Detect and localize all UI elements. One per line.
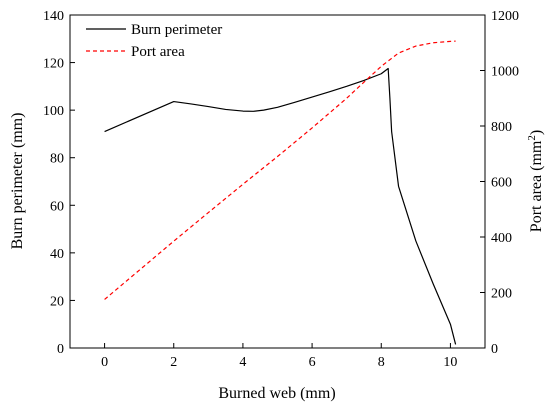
left-y-tick-label: 0 [57, 342, 64, 357]
series-line-port-area [104, 40, 456, 300]
right-y-axis-ticks: 0 200 400 600 800 1000 1200 [480, 9, 519, 357]
x-tick-label: 4 [239, 355, 246, 370]
left-y-tick-label: 120 [43, 57, 64, 72]
x-tick-label: 8 [378, 355, 385, 370]
left-y-axis-ticks: 0 20 40 60 80 100 120 140 [43, 9, 75, 357]
x-tick-label: 0 [101, 355, 108, 370]
right-y-axis-title-main: Port area (mm [528, 140, 545, 232]
x-axis-title: Burned web (mm) [218, 385, 335, 402]
right-y-tick-label: 0 [491, 342, 498, 357]
right-y-tick-label: 1000 [491, 65, 519, 80]
right-y-axis-title: Port area (mm2) [526, 130, 545, 232]
legend: Burn perimeter Port area [86, 22, 222, 60]
right-y-tick-label: 800 [491, 120, 512, 135]
series-layer [104, 40, 457, 345]
right-y-axis-title-superscript: 2 [526, 135, 538, 141]
right-y-tick-label: 200 [491, 287, 512, 302]
legend-label-burn-perimeter: Burn perimeter [131, 22, 222, 38]
right-y-axis-title-end: ) [528, 130, 545, 135]
left-y-tick-label: 40 [50, 247, 64, 262]
left-y-tick-label: 20 [50, 294, 64, 309]
right-y-tick-label: 600 [491, 176, 512, 191]
left-y-tick-label: 60 [50, 199, 64, 214]
x-tick-label: 10 [443, 355, 457, 370]
left-y-tick-label: 80 [50, 152, 64, 167]
left-y-tick-label: 140 [43, 9, 64, 24]
series-line-burn-perimeter [104, 67, 457, 345]
left-y-axis-title: Burn perimeter (mm) [9, 113, 26, 250]
right-y-tick-label: 1200 [491, 9, 519, 24]
legend-label-port-area: Port area [131, 44, 185, 60]
x-tick-label: 6 [309, 355, 316, 370]
x-axis-ticks: 0 2 4 6 8 10 [101, 343, 457, 370]
plot-frame [69, 14, 486, 349]
x-tick-label: 2 [170, 355, 177, 370]
left-y-tick-label: 100 [43, 104, 64, 119]
right-y-tick-label: 400 [491, 231, 512, 246]
